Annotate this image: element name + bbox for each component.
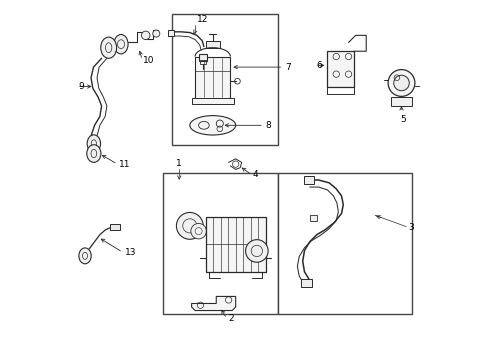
Text: 2: 2 xyxy=(228,314,233,323)
Bar xyxy=(300,279,312,287)
Bar xyxy=(172,14,278,145)
Circle shape xyxy=(176,212,203,239)
Bar xyxy=(163,173,278,314)
Circle shape xyxy=(152,30,160,37)
Polygon shape xyxy=(191,296,235,311)
Circle shape xyxy=(245,240,267,262)
Text: 11: 11 xyxy=(118,159,130,168)
Bar xyxy=(199,54,207,61)
Bar xyxy=(195,57,230,99)
Ellipse shape xyxy=(189,116,235,135)
Text: 1: 1 xyxy=(176,159,182,168)
Text: 9: 9 xyxy=(79,82,84,91)
Text: 10: 10 xyxy=(143,55,154,64)
Bar xyxy=(327,51,353,86)
Bar xyxy=(167,30,174,36)
Text: 7: 7 xyxy=(285,63,290,72)
Text: 6: 6 xyxy=(316,61,322,70)
Circle shape xyxy=(190,224,206,239)
Bar xyxy=(205,217,265,272)
Bar xyxy=(278,173,411,314)
Text: 5: 5 xyxy=(400,115,406,124)
Bar xyxy=(109,224,120,230)
Ellipse shape xyxy=(87,145,101,162)
Text: 12: 12 xyxy=(196,15,207,24)
Ellipse shape xyxy=(79,248,91,264)
Circle shape xyxy=(387,69,414,96)
Text: 4: 4 xyxy=(252,170,258,179)
Bar xyxy=(205,41,219,48)
Text: 3: 3 xyxy=(407,223,413,232)
Text: 13: 13 xyxy=(124,248,136,257)
Circle shape xyxy=(393,75,408,91)
Ellipse shape xyxy=(101,37,116,58)
Bar xyxy=(200,60,205,64)
Bar xyxy=(303,176,313,184)
Bar xyxy=(390,97,411,106)
Ellipse shape xyxy=(114,35,128,54)
Ellipse shape xyxy=(87,135,101,153)
Circle shape xyxy=(141,31,150,40)
Bar xyxy=(309,215,316,221)
Text: 8: 8 xyxy=(265,121,271,130)
Bar xyxy=(191,98,233,104)
